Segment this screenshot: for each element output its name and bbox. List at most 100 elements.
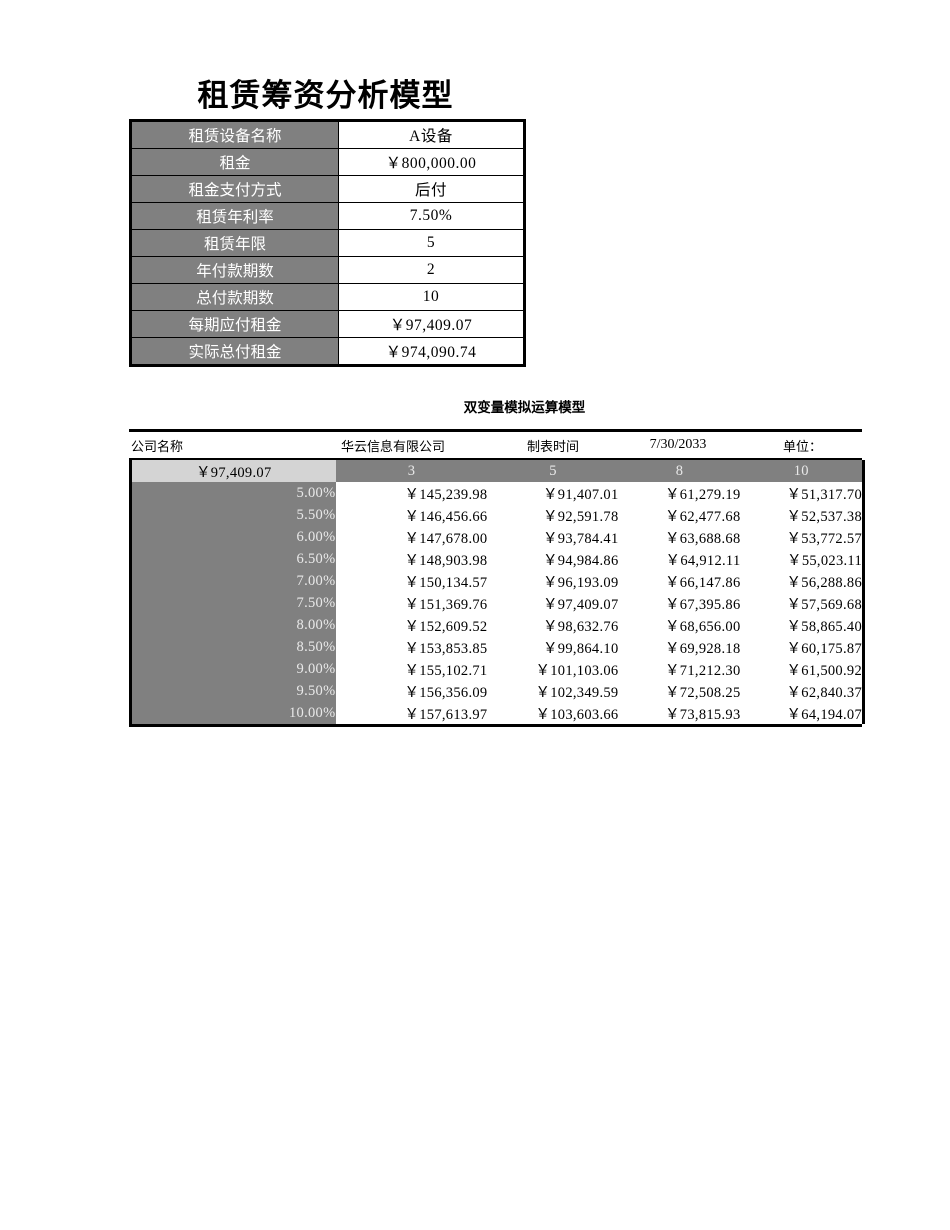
matrix-data-cell[interactable]: ￥64,194.07 bbox=[740, 702, 864, 724]
matrix-data-cell[interactable]: ￥156,356.09 bbox=[335, 680, 488, 702]
matrix-data-row: 6.50% ￥148,903.98 ￥94,984.86 ￥64,912.11 ￥55,… bbox=[130, 548, 864, 570]
matrix-data-row: 5.00% ￥145,239.98 ￥91,407.01 ￥61,279.19 ￥51,… bbox=[130, 482, 864, 504]
matrix-data-cell[interactable]: ￥55,023.11 bbox=[740, 548, 864, 570]
matrix-data-row: 7.50% ￥151,369.76 ￥97,409.07 ￥67,395.86 ￥57,… bbox=[130, 592, 864, 614]
matrix-data-cell[interactable]: ￥68,656.00 bbox=[618, 614, 741, 636]
matrix-data-cell[interactable]: ￥98,632.76 bbox=[487, 614, 619, 636]
company-name-value: 华云信息有限公司 bbox=[340, 438, 445, 454]
matrix-data-cell[interactable]: ￥64,912.11 bbox=[618, 548, 741, 570]
matrix-data-cell[interactable]: ￥51,317.70 bbox=[740, 482, 864, 504]
matrix-data-cell[interactable]: ￥60,175.87 bbox=[740, 636, 864, 658]
matrix-data-cell[interactable]: ￥153,853.85 bbox=[335, 636, 488, 658]
matrix-data-cell[interactable]: ￥66,147.86 bbox=[618, 570, 741, 592]
matrix-row-header[interactable]: 6.00% bbox=[130, 526, 336, 548]
matrix-data-cell[interactable]: ￥62,477.68 bbox=[618, 504, 741, 526]
matrix-column-header[interactable]: 10 bbox=[740, 460, 864, 482]
matrix-data-cell[interactable]: ￥56,288.86 bbox=[740, 570, 864, 592]
matrix-row-header[interactable]: 5.00% bbox=[130, 482, 336, 504]
matrix-data-cell[interactable]: ￥101,103.06 bbox=[487, 658, 619, 680]
matrix-row-header[interactable]: 9.00% bbox=[130, 658, 336, 680]
lease-parameter-table: 租赁设备名称 A设备 租金 ￥800,000.00 租金支付方式 后付 租赁年利率 7.50%… bbox=[129, 119, 526, 367]
matrix-data-cell[interactable]: ￥61,279.19 bbox=[618, 482, 741, 504]
matrix-data-cell[interactable]: ￥92,591.78 bbox=[487, 504, 619, 526]
parameter-value[interactable]: 10 bbox=[338, 283, 525, 311]
matrix-data-cell[interactable]: ￥72,508.25 bbox=[618, 680, 741, 702]
matrix-data-cell[interactable]: ￥94,984.86 bbox=[487, 548, 619, 570]
matrix-data-cell[interactable]: ￥58,865.40 bbox=[740, 614, 864, 636]
company-name-label: 公司名称 bbox=[131, 438, 184, 454]
matrix-data-cell[interactable]: ￥146,456.66 bbox=[335, 504, 488, 526]
matrix-data-cell[interactable]: ￥69,928.18 bbox=[618, 636, 741, 658]
matrix-data-cell[interactable]: ￥52,537.38 bbox=[740, 504, 864, 526]
matrix-data-cell[interactable]: ￥91,407.01 bbox=[487, 482, 619, 504]
parameter-row: 租赁设备名称 A设备 bbox=[130, 120, 525, 149]
parameter-label: 租赁年限 bbox=[130, 229, 339, 257]
parameter-value[interactable]: ￥800,000.00 bbox=[338, 148, 525, 176]
parameter-value[interactable]: 后付 bbox=[338, 175, 525, 203]
matrix-data-cell[interactable]: ￥61,500.92 bbox=[740, 658, 864, 680]
parameter-label: 租赁年利率 bbox=[130, 202, 339, 230]
matrix-header-row: ￥97,409.07 3 5 8 10 bbox=[130, 460, 864, 482]
matrix-data-cell[interactable]: ￥73,815.93 bbox=[618, 702, 741, 724]
matrix-row-header[interactable]: 8.50% bbox=[130, 636, 336, 658]
parameter-value[interactable]: A设备 bbox=[338, 120, 525, 149]
matrix-data-row: 9.00% ￥155,102.71 ￥101,103.06 ￥71,212.30 ￥61… bbox=[130, 658, 864, 680]
parameter-label: 租赁设备名称 bbox=[130, 120, 339, 149]
matrix-rows-body: 5.00% ￥145,239.98 ￥91,407.01 ￥61,279.19 ￥51,… bbox=[130, 482, 864, 724]
matrix-row-header[interactable]: 7.50% bbox=[130, 592, 336, 614]
parameter-label: 租金支付方式 bbox=[130, 175, 339, 203]
matrix-data-row: 5.50% ￥146,456.66 ￥92,591.78 ￥62,477.68 ￥52,… bbox=[130, 504, 864, 526]
matrix-corner-cell[interactable]: ￥97,409.07 bbox=[130, 460, 336, 482]
report-date-label: 制表时间 bbox=[526, 438, 579, 454]
matrix-data-cell[interactable]: ￥96,193.09 bbox=[487, 570, 619, 592]
parameter-label: 实际总付租金 bbox=[130, 337, 339, 366]
matrix-data-row: 8.00% ￥152,609.52 ￥98,632.76 ￥68,656.00 ￥58,… bbox=[130, 614, 864, 636]
matrix-data-cell[interactable]: ￥63,688.68 bbox=[618, 526, 741, 548]
matrix-row-header[interactable]: 6.50% bbox=[130, 548, 336, 570]
matrix-data-cell[interactable]: ￥151,369.76 bbox=[335, 592, 488, 614]
matrix-data-cell[interactable]: ￥62,840.37 bbox=[740, 680, 864, 702]
parameter-row: 实际总付租金 ￥974,090.74 bbox=[130, 337, 525, 366]
matrix-column-header[interactable]: 3 bbox=[335, 460, 488, 482]
matrix-data-cell[interactable]: ￥155,102.71 bbox=[335, 658, 488, 680]
matrix-column-header[interactable]: 8 bbox=[618, 460, 741, 482]
matrix-data-cell[interactable]: ￥152,609.52 bbox=[335, 614, 488, 636]
table-header-rule bbox=[129, 458, 862, 460]
matrix-data-cell[interactable]: ￥150,134.57 bbox=[335, 570, 488, 592]
matrix-data-cell[interactable]: ￥148,903.98 bbox=[335, 548, 488, 570]
matrix-row-header[interactable]: 5.50% bbox=[130, 504, 336, 526]
matrix-data-cell[interactable]: ￥99,864.10 bbox=[487, 636, 619, 658]
matrix-data-cell[interactable]: ￥157,613.97 bbox=[335, 702, 488, 724]
parameter-value[interactable]: 5 bbox=[338, 229, 525, 257]
parameter-value[interactable]: 7.50% bbox=[338, 202, 525, 230]
parameter-value[interactable]: 2 bbox=[338, 256, 525, 284]
matrix-data-cell[interactable]: ￥147,678.00 bbox=[335, 526, 488, 548]
matrix-data-cell[interactable]: ￥102,349.59 bbox=[487, 680, 619, 702]
report-date-value: 7/30/2033 bbox=[649, 437, 707, 452]
matrix-data-cell[interactable]: ￥97,409.07 bbox=[487, 592, 619, 614]
matrix-row-header[interactable]: 10.00% bbox=[130, 702, 336, 724]
matrix-row-header[interactable]: 7.00% bbox=[130, 570, 336, 592]
matrix-header-body: ￥97,409.07 3 5 8 10 bbox=[130, 460, 864, 482]
matrix-data-cell[interactable]: ￥71,212.30 bbox=[618, 658, 741, 680]
parameter-row: 年付款期数 2 bbox=[130, 256, 525, 284]
parameter-row: 租赁年限 5 bbox=[130, 229, 525, 257]
table-top-rule bbox=[129, 429, 862, 432]
matrix-data-row: 6.00% ￥147,678.00 ￥93,784.41 ￥63,688.68 ￥53,… bbox=[130, 526, 864, 548]
matrix-row-header[interactable]: 9.50% bbox=[130, 680, 336, 702]
matrix-row-header[interactable]: 8.00% bbox=[130, 614, 336, 636]
matrix-data-row: 9.50% ￥156,356.09 ￥102,349.59 ￥72,508.25 ￥62… bbox=[130, 680, 864, 702]
matrix-data-cell[interactable]: ￥67,395.86 bbox=[618, 592, 741, 614]
matrix-data-cell[interactable]: ￥57,569.68 bbox=[740, 592, 864, 614]
matrix-data-cell[interactable]: ￥93,784.41 bbox=[487, 526, 619, 548]
parameter-row: 租金 ￥800,000.00 bbox=[130, 148, 525, 176]
parameter-value[interactable]: ￥974,090.74 bbox=[338, 337, 525, 366]
parameter-value[interactable]: ￥97,409.07 bbox=[338, 310, 525, 338]
matrix-data-cell[interactable]: ￥145,239.98 bbox=[335, 482, 488, 504]
matrix-data-cell[interactable]: ￥103,603.66 bbox=[487, 702, 619, 724]
matrix-data-cell[interactable]: ￥53,772.57 bbox=[740, 526, 864, 548]
matrix-column-header[interactable]: 5 bbox=[487, 460, 619, 482]
unit-label: 单位： bbox=[782, 438, 822, 454]
parameter-label: 租金 bbox=[130, 148, 339, 176]
report-info-row: 公司名称 华云信息有限公司 制表时间 7/30/2033 单位： bbox=[129, 432, 862, 458]
